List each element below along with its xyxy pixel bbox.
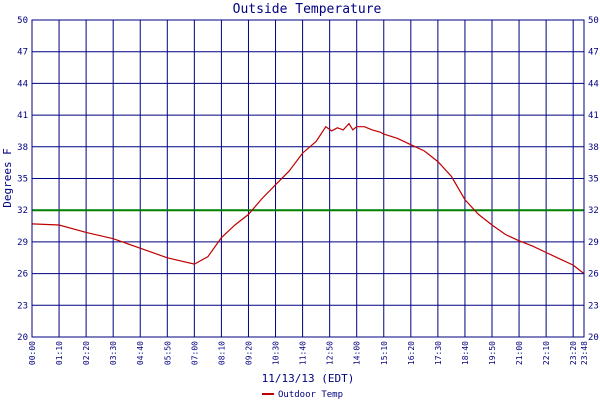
y-tick-label-right: 47 — [588, 48, 599, 58]
y-tick-label-left: 50 — [17, 16, 28, 26]
y-tick-label-left: 47 — [17, 48, 28, 58]
x-tick-label: 15:10 — [380, 341, 389, 365]
x-tick-label: 04:40 — [136, 341, 145, 365]
x-tick-label: 01:10 — [55, 341, 64, 365]
x-tick-label: 17:30 — [434, 341, 443, 365]
y-tick-label-right: 20 — [588, 333, 599, 343]
y-tick-label-left: 32 — [17, 206, 28, 216]
x-tick-label: 21:00 — [515, 341, 524, 365]
chart-title: Outside Temperature — [233, 2, 382, 17]
x-tick-label: 14:00 — [353, 341, 362, 365]
x-tick-label: 22:10 — [542, 341, 551, 365]
legend-label: Outdoor Temp — [278, 390, 343, 400]
x-tick-label: 18:40 — [461, 341, 470, 365]
y-tick-label-left: 23 — [17, 301, 28, 311]
x-tick-label: 11:40 — [299, 341, 308, 365]
y-axis-right-ticks: 20 23 26 29 32 35 38 41 44 47 50 — [588, 16, 599, 343]
y-tick-label-right: 29 — [588, 238, 599, 248]
x-tick-label: 07:00 — [190, 341, 199, 365]
y-axis-label: Degrees F — [1, 148, 14, 208]
y-tick-label-left: 44 — [17, 79, 28, 89]
y-tick-label-right: 38 — [588, 143, 599, 153]
x-tick-label: 05:50 — [163, 341, 172, 365]
y-tick-label-right: 35 — [588, 175, 599, 185]
legend: Outdoor Temp — [262, 390, 343, 400]
x-axis-ticks: 00:00 01:10 02:20 03:30 04:40 05:50 07:00 08:10… — [28, 341, 589, 365]
y-tick-label-left: 26 — [17, 270, 28, 280]
x-tick-label: 09:20 — [244, 341, 253, 365]
y-axis-left-ticks: 20 23 26 29 32 35 38 41 44 47 50 — [17, 16, 28, 343]
x-tick-label: 12:50 — [326, 341, 335, 365]
x-tick-label: 10:30 — [272, 341, 281, 365]
x-tick-label: 19:50 — [488, 341, 497, 365]
y-tick-label-right: 32 — [588, 206, 599, 216]
y-tick-label-left: 20 — [17, 333, 28, 343]
x-tick-label: 23:48 — [580, 341, 589, 365]
series-line-outdoor-temp — [31, 122, 585, 275]
x-tick-label: 00:00 — [28, 341, 37, 365]
y-tick-label-right: 41 — [588, 111, 599, 121]
x-tick-label: 03:30 — [109, 341, 118, 365]
y-tick-label-left: 38 — [17, 143, 28, 153]
y-tick-label-left: 41 — [17, 111, 28, 121]
y-tick-label-right: 44 — [588, 79, 599, 89]
x-tick-label: 02:20 — [82, 341, 91, 365]
y-tick-label-left: 35 — [17, 175, 28, 185]
x-axis-label: 11/13/13 (EDT) — [262, 372, 355, 385]
y-tick-label-right: 26 — [588, 270, 599, 280]
plot-border — [31, 19, 585, 338]
y-tick-label-left: 29 — [17, 238, 28, 248]
x-tick-label: 08:10 — [217, 341, 226, 365]
y-tick-label-right: 23 — [588, 301, 599, 311]
y-tick-label-right: 50 — [588, 16, 599, 26]
x-tick-label: 23:20 — [569, 341, 578, 365]
x-tick-label: 16:20 — [407, 341, 416, 365]
